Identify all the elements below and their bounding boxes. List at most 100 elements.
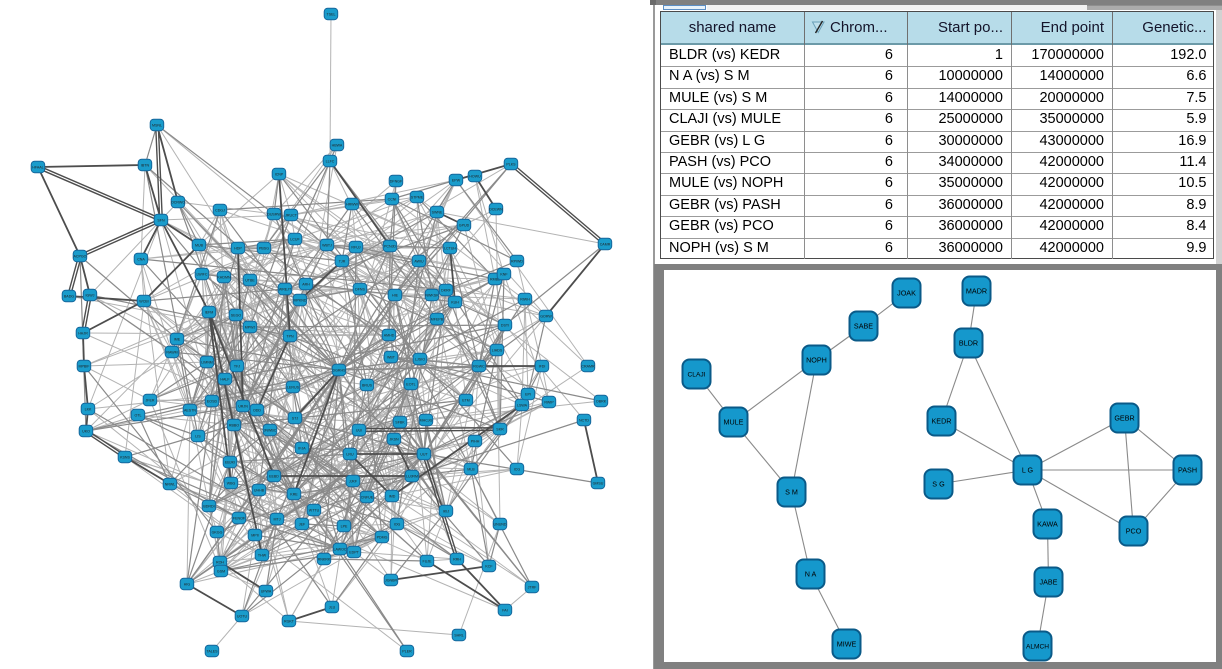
svg-text:JNWBC: JNWBC <box>264 429 277 433</box>
svg-text:KSNS: KSNS <box>120 456 130 460</box>
svg-text:STJ: STJ <box>292 417 299 421</box>
svg-text:MFEPB: MFEPB <box>431 318 444 322</box>
svg-text:JOAK: JOAK <box>897 288 916 297</box>
svg-text:HALF: HALF <box>220 378 230 382</box>
svg-text:WBG: WBG <box>227 482 236 486</box>
svg-text:S G: S G <box>932 479 945 488</box>
svg-text:EBJKI: EBJKI <box>225 461 235 465</box>
svg-text:JRUCT: JRUCT <box>285 214 298 218</box>
svg-text:LIHDS: LIHDS <box>492 349 503 353</box>
svg-text:RGKT: RGKT <box>284 620 295 624</box>
svg-text:IOG: IOG <box>394 523 401 527</box>
svg-text:KAWA: KAWA <box>1037 519 1058 528</box>
svg-text:LJSIO: LJSIO <box>415 358 425 362</box>
svg-text:LCUF: LCUF <box>290 238 300 242</box>
svg-text:LERUS: LERUS <box>287 386 300 390</box>
svg-text:RNKRK: RNKRK <box>318 558 331 562</box>
svg-text:DCEWN: DCEWN <box>489 208 503 212</box>
svg-text:MLB: MLB <box>467 468 475 472</box>
svg-text:IFJA: IFJA <box>298 447 306 451</box>
svg-text:MTJ: MTJ <box>274 518 281 522</box>
svg-text:ACPGO: ACPGO <box>74 255 87 259</box>
svg-text:ICG: ICG <box>514 468 521 472</box>
svg-text:LLFC: LLFC <box>326 160 335 164</box>
svg-text:FENOF: FENOF <box>233 517 246 521</box>
svg-text:UHHB: UHHB <box>254 489 265 493</box>
svg-text:IFDI: IFDI <box>539 365 546 369</box>
svg-text:WTTU: WTTU <box>309 509 320 513</box>
svg-text:IME: IME <box>174 338 181 342</box>
svg-text:SEGO: SEGO <box>231 314 242 318</box>
svg-text:SHRL: SHRL <box>454 634 464 638</box>
svg-text:LCTUH: LCTUH <box>444 247 456 251</box>
svg-text:MUB: MUB <box>195 244 204 248</box>
svg-text:KCF: KCF <box>485 565 493 569</box>
svg-text:DGRHS: DGRHS <box>333 369 347 373</box>
svg-text:KHDMN: KHDMN <box>217 276 231 280</box>
svg-text:LPE: LPE <box>341 525 348 529</box>
svg-text:THW: THW <box>258 554 267 558</box>
svg-text:IKIJ: IKIJ <box>443 510 449 514</box>
svg-text:NCTD: NCTD <box>579 419 589 423</box>
svg-text:S M: S M <box>785 487 798 496</box>
svg-text:RRH: RRH <box>453 558 461 562</box>
svg-text:ODD: ODD <box>253 409 261 413</box>
svg-text:WREJT: WREJT <box>279 288 292 292</box>
svg-text:EPI: EPI <box>525 393 531 397</box>
svg-text:IGWJ: IGWJ <box>86 294 95 298</box>
svg-text:GKGG: GKGG <box>212 531 223 535</box>
svg-text:JLU: JLU <box>329 606 336 610</box>
svg-text:TFJ: TFJ <box>234 365 240 369</box>
svg-text:GORW: GORW <box>540 315 552 319</box>
svg-text:CCNI: CCNI <box>388 198 397 202</box>
svg-text:LAWOC: LAWOC <box>333 548 346 552</box>
svg-text:NOPH: NOPH <box>806 355 827 364</box>
svg-text:TJR: TJR <box>339 260 346 264</box>
svg-text:UOTU: UOTU <box>237 615 248 619</box>
svg-text:CDGJ: CDGJ <box>215 209 225 213</box>
svg-text:RWIP: RWIP <box>544 401 554 405</box>
svg-text:BRUS: BRUS <box>362 384 373 388</box>
svg-text:MPWJ: MPWJ <box>245 326 256 330</box>
svg-text:MPKND: MPKND <box>294 299 307 303</box>
svg-text:AESTN: AESTN <box>184 409 196 413</box>
svg-text:MSNL: MSNL <box>152 124 162 128</box>
svg-text:WBT: WBT <box>387 356 396 360</box>
svg-text:UNUND: UNUND <box>494 523 507 527</box>
svg-text:HDP: HDP <box>234 247 242 251</box>
svg-text:PIHH: PIHH <box>471 440 480 444</box>
svg-text:OTL: OTL <box>135 414 142 418</box>
svg-text:GPUD: GPUD <box>459 224 470 228</box>
svg-text:OCRWO: OCRWO <box>171 201 185 205</box>
svg-text:EDPT: EDPT <box>349 551 359 555</box>
svg-text:HIE: HIE <box>392 294 399 298</box>
svg-text:AMHD: AMHD <box>384 334 395 338</box>
svg-text:JKSN: JKSN <box>389 438 399 442</box>
svg-text:EPW: EPW <box>452 179 461 183</box>
svg-text:NRWL: NRWL <box>165 483 176 487</box>
svg-text:RFUJ: RFUJ <box>351 246 360 250</box>
svg-text:CNFUE: CNFUE <box>361 496 374 500</box>
svg-text:UUI: UUI <box>356 429 362 433</box>
svg-text:HHJR: HHJR <box>78 332 88 336</box>
svg-text:CNA: CNA <box>137 258 145 262</box>
svg-text:HFAAL: HFAAL <box>32 166 43 170</box>
svg-text:MPII: MPII <box>251 534 258 538</box>
svg-text:HBWA: HBWA <box>332 144 343 148</box>
svg-text:JGNBR: JGNBR <box>385 579 398 583</box>
svg-text:ICNP: ICNP <box>275 173 284 177</box>
svg-text:EEBD: EEBD <box>269 475 279 479</box>
svg-text:AWIU: AWIU <box>414 260 424 264</box>
svg-text:UKO: UKO <box>82 430 90 434</box>
svg-text:GMSU: GMSU <box>593 482 604 486</box>
svg-text:LIS: LIS <box>195 435 201 439</box>
svg-text:DFNS: DFNS <box>355 288 365 292</box>
svg-text:DSTI: DSTI <box>501 324 509 328</box>
svg-text:SFN: SFN <box>157 219 165 223</box>
svg-text:UTBE: UTBE <box>245 279 255 283</box>
svg-text:RAWM: RAWM <box>166 351 177 355</box>
svg-text:TALES: TALES <box>206 650 218 654</box>
svg-text:LRU: LRU <box>346 453 354 457</box>
svg-text:CAMR: CAMR <box>600 243 611 247</box>
svg-text:LIMNM: LIMNM <box>201 361 213 365</box>
